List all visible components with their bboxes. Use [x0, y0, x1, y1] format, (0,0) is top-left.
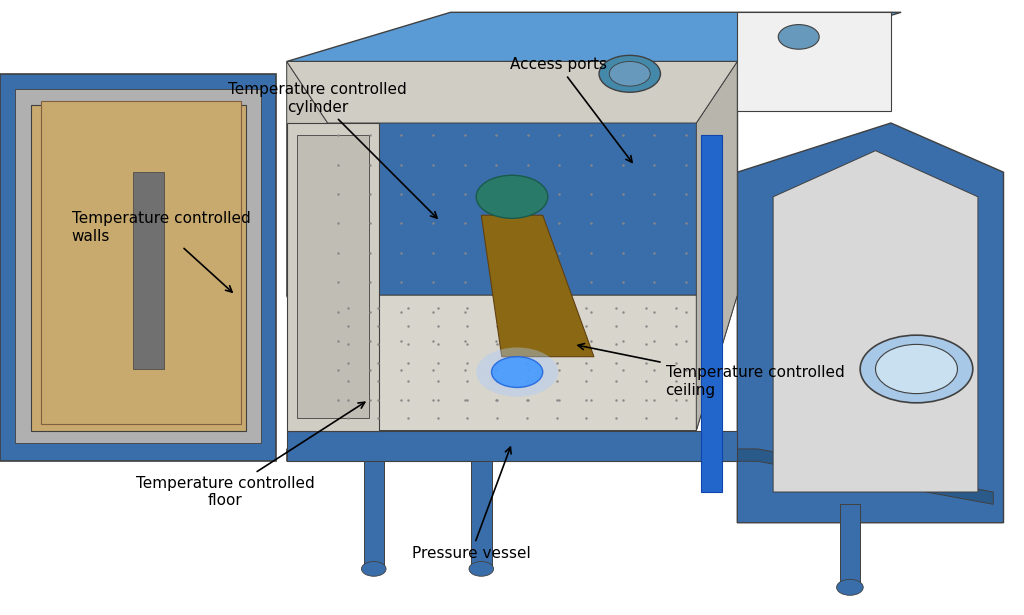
Polygon shape — [287, 62, 737, 295]
Polygon shape — [41, 101, 241, 424]
Circle shape — [361, 561, 386, 576]
Polygon shape — [737, 12, 891, 111]
Polygon shape — [297, 135, 369, 418]
Polygon shape — [287, 12, 901, 62]
Polygon shape — [481, 215, 594, 357]
Polygon shape — [0, 74, 276, 461]
Text: Pressure vessel: Pressure vessel — [412, 447, 530, 561]
Polygon shape — [696, 62, 737, 430]
Circle shape — [492, 357, 543, 387]
Polygon shape — [701, 135, 722, 492]
Text: Temperature controlled
cylinder: Temperature controlled cylinder — [228, 82, 437, 218]
Circle shape — [860, 335, 973, 403]
Circle shape — [476, 175, 548, 218]
Polygon shape — [840, 504, 860, 584]
Polygon shape — [287, 295, 737, 430]
Polygon shape — [31, 105, 246, 430]
Polygon shape — [287, 449, 993, 504]
Polygon shape — [773, 151, 978, 492]
Polygon shape — [15, 89, 261, 443]
Polygon shape — [737, 123, 1004, 523]
Polygon shape — [133, 172, 164, 369]
Text: Temperature controlled
floor: Temperature controlled floor — [136, 402, 365, 508]
Circle shape — [876, 344, 957, 394]
Text: Access ports: Access ports — [510, 57, 632, 162]
Text: Temperature controlled
walls: Temperature controlled walls — [72, 212, 251, 292]
Circle shape — [599, 55, 660, 92]
Polygon shape — [287, 430, 737, 461]
Polygon shape — [471, 461, 492, 566]
Text: Temperature controlled
ceiling: Temperature controlled ceiling — [578, 344, 845, 397]
Circle shape — [469, 561, 494, 576]
Circle shape — [778, 25, 819, 49]
Polygon shape — [364, 461, 384, 566]
Circle shape — [609, 62, 650, 86]
Circle shape — [476, 347, 558, 397]
Polygon shape — [287, 123, 379, 430]
Polygon shape — [287, 62, 328, 430]
Circle shape — [837, 579, 863, 595]
Polygon shape — [287, 62, 737, 123]
